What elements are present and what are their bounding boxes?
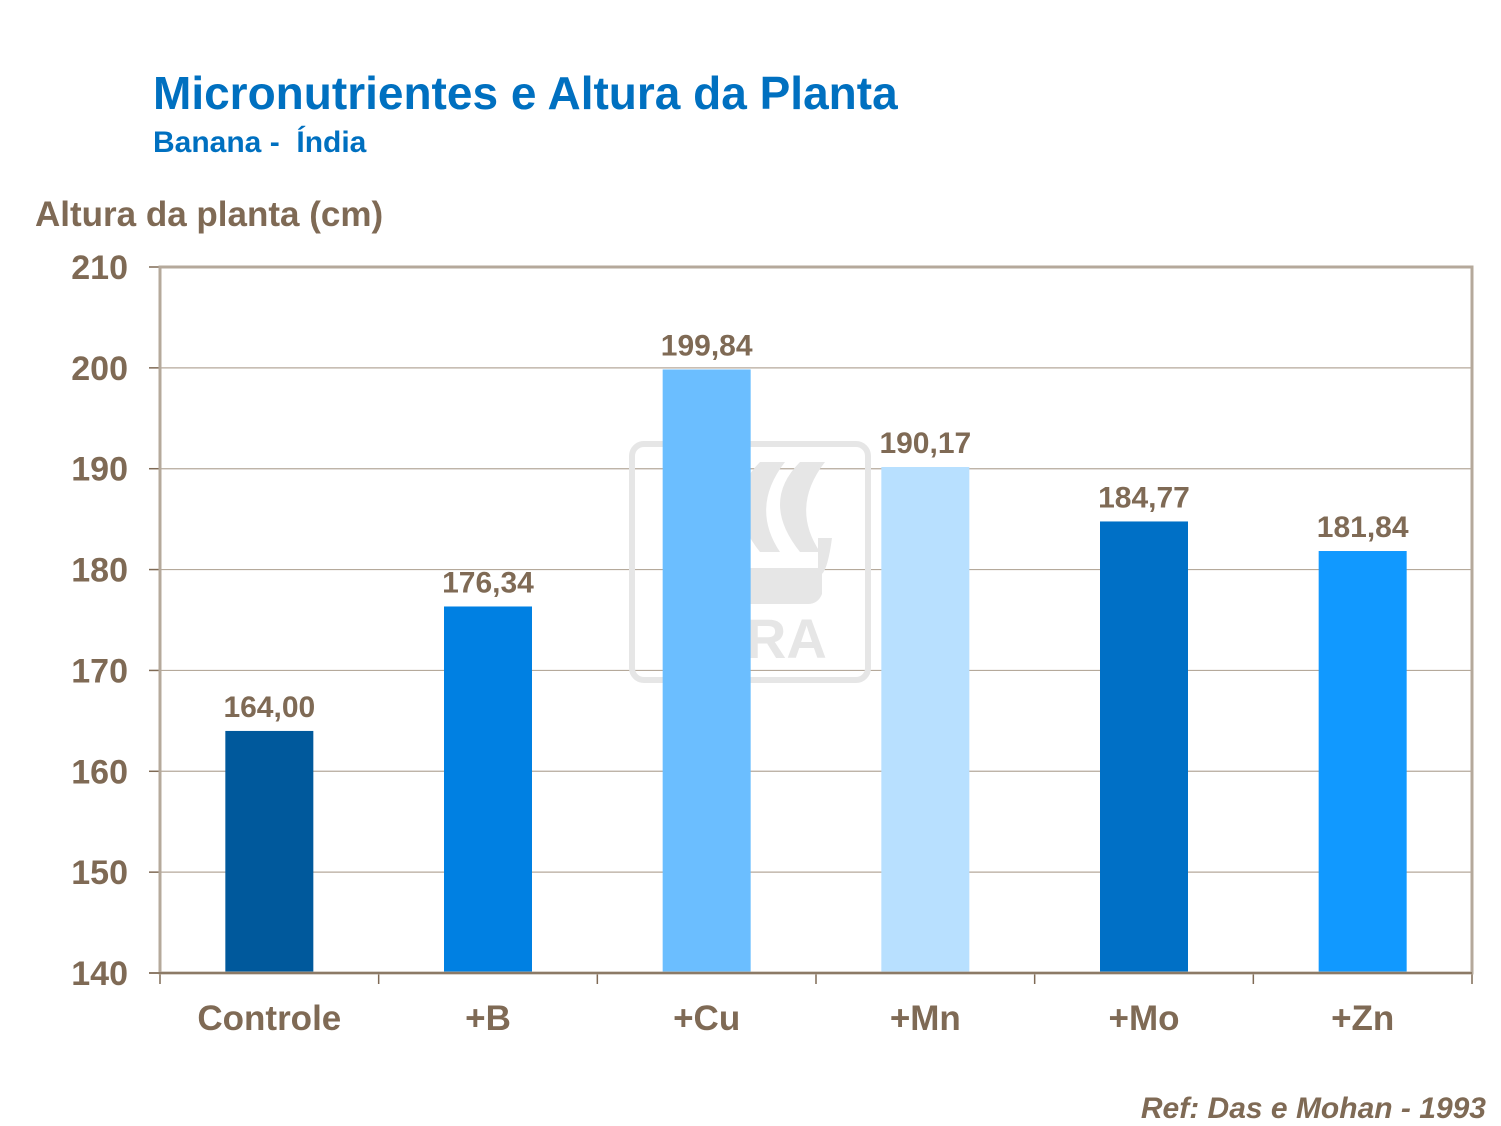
y-tick-label: 210 xyxy=(71,249,128,287)
y-tick-label: 160 xyxy=(71,753,128,791)
y-tick-label: 170 xyxy=(71,652,128,690)
x-tick-label: +Mo xyxy=(1109,999,1180,1038)
bar-controle xyxy=(225,730,314,973)
x-tick-label: Controle xyxy=(197,999,341,1038)
y-axis-label: Altura da planta (cm) xyxy=(35,195,384,234)
data-label: 164,00 xyxy=(223,691,315,724)
chart-title: Micronutrientes e Altura da Planta xyxy=(153,67,898,119)
reference-note: Ref: Das e Mohan - 1993 xyxy=(1140,1092,1486,1125)
y-tick-label: 200 xyxy=(71,350,128,388)
data-label: 190,17 xyxy=(879,427,971,460)
y-tick-label: 140 xyxy=(71,955,128,993)
x-tick-label: +Mn xyxy=(890,999,961,1038)
y-tick-label: 190 xyxy=(71,451,128,489)
chart-subtitle: Banana - Índia xyxy=(153,126,367,159)
data-label: 199,84 xyxy=(661,329,753,362)
x-tick-label: +Cu xyxy=(673,999,740,1038)
bar-mo xyxy=(1100,521,1188,973)
bar-cu xyxy=(662,369,751,974)
x-tick-label: +B xyxy=(465,999,511,1038)
y-tick-label: 150 xyxy=(71,854,128,892)
bar-b xyxy=(444,606,532,973)
data-label: 181,84 xyxy=(1317,511,1409,544)
bar-mn xyxy=(881,466,970,973)
y-tick-label: 180 xyxy=(71,552,128,590)
data-label: 176,34 xyxy=(442,566,534,599)
x-tick-label: +Zn xyxy=(1331,999,1394,1038)
bar-zn xyxy=(1318,551,1407,973)
data-label: 184,77 xyxy=(1098,481,1190,514)
